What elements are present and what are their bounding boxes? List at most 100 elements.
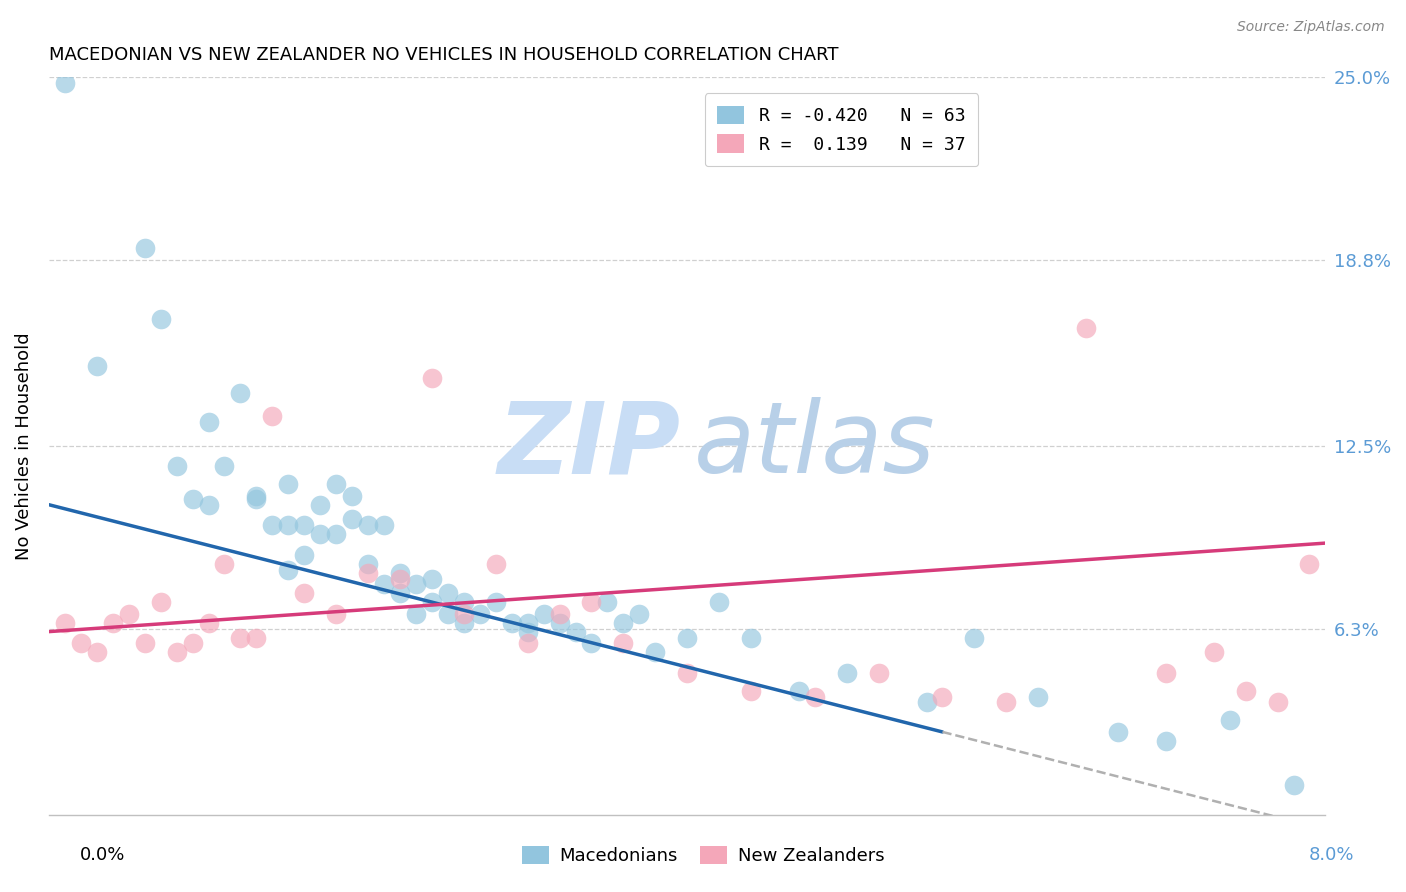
Point bbox=[292, 518, 315, 533]
Point bbox=[868, 665, 890, 680]
Point bbox=[229, 631, 252, 645]
Point bbox=[245, 491, 267, 506]
Point bbox=[1026, 690, 1049, 704]
Point bbox=[516, 624, 538, 639]
Point bbox=[740, 631, 762, 645]
Point bbox=[1202, 645, 1225, 659]
Point bbox=[405, 577, 427, 591]
Point bbox=[309, 527, 332, 541]
Point bbox=[516, 615, 538, 630]
Point bbox=[644, 645, 666, 659]
Point bbox=[581, 636, 603, 650]
Point bbox=[1074, 320, 1097, 334]
Point bbox=[340, 512, 363, 526]
Point bbox=[468, 607, 491, 621]
Point bbox=[915, 695, 938, 709]
Point bbox=[197, 498, 219, 512]
Point bbox=[548, 607, 571, 621]
Point bbox=[388, 572, 411, 586]
Point bbox=[1298, 557, 1320, 571]
Point bbox=[804, 690, 827, 704]
Point bbox=[1234, 683, 1257, 698]
Point bbox=[277, 477, 299, 491]
Point bbox=[214, 459, 236, 474]
Point bbox=[388, 566, 411, 580]
Point bbox=[325, 477, 347, 491]
Point bbox=[963, 631, 986, 645]
Point bbox=[166, 645, 188, 659]
Point bbox=[325, 607, 347, 621]
Text: 0.0%: 0.0% bbox=[80, 846, 125, 863]
Point bbox=[197, 415, 219, 429]
Point bbox=[485, 557, 508, 571]
Point bbox=[740, 683, 762, 698]
Point bbox=[516, 636, 538, 650]
Point bbox=[501, 615, 523, 630]
Point bbox=[1107, 725, 1129, 739]
Point bbox=[787, 683, 810, 698]
Text: Source: ZipAtlas.com: Source: ZipAtlas.com bbox=[1237, 20, 1385, 34]
Point bbox=[373, 518, 395, 533]
Point bbox=[437, 607, 460, 621]
Point bbox=[453, 595, 475, 609]
Point bbox=[357, 557, 380, 571]
Point bbox=[405, 607, 427, 621]
Point bbox=[612, 615, 634, 630]
Point bbox=[262, 409, 284, 424]
Point bbox=[995, 695, 1018, 709]
Point bbox=[101, 615, 124, 630]
Point bbox=[86, 645, 108, 659]
Point bbox=[245, 631, 267, 645]
Point bbox=[357, 566, 380, 580]
Point bbox=[533, 607, 555, 621]
Point bbox=[166, 459, 188, 474]
Point bbox=[388, 586, 411, 600]
Text: ZIP: ZIP bbox=[498, 397, 681, 494]
Point bbox=[277, 518, 299, 533]
Point bbox=[628, 607, 651, 621]
Point bbox=[1154, 733, 1177, 747]
Point bbox=[437, 586, 460, 600]
Legend: Macedonians, New Zealanders: Macedonians, New Zealanders bbox=[515, 838, 891, 872]
Point bbox=[149, 311, 172, 326]
Point bbox=[325, 527, 347, 541]
Point bbox=[485, 595, 508, 609]
Point bbox=[835, 665, 858, 680]
Point bbox=[1267, 695, 1289, 709]
Point bbox=[134, 241, 156, 255]
Point bbox=[596, 595, 619, 609]
Point bbox=[1154, 665, 1177, 680]
Point bbox=[229, 385, 252, 400]
Point bbox=[581, 595, 603, 609]
Text: atlas: atlas bbox=[693, 397, 935, 494]
Point bbox=[245, 489, 267, 503]
Point bbox=[309, 498, 332, 512]
Point bbox=[373, 577, 395, 591]
Point bbox=[134, 636, 156, 650]
Point bbox=[707, 595, 730, 609]
Point bbox=[564, 624, 586, 639]
Point bbox=[149, 595, 172, 609]
Point bbox=[262, 518, 284, 533]
Point bbox=[420, 572, 443, 586]
Point bbox=[197, 615, 219, 630]
Point bbox=[53, 615, 76, 630]
Point bbox=[420, 595, 443, 609]
Point bbox=[453, 615, 475, 630]
Text: MACEDONIAN VS NEW ZEALANDER NO VEHICLES IN HOUSEHOLD CORRELATION CHART: MACEDONIAN VS NEW ZEALANDER NO VEHICLES … bbox=[49, 46, 838, 64]
Point bbox=[70, 636, 93, 650]
Point bbox=[453, 607, 475, 621]
Point bbox=[340, 489, 363, 503]
Point bbox=[181, 491, 204, 506]
Legend: R = -0.420   N = 63, R =  0.139   N = 37: R = -0.420 N = 63, R = 0.139 N = 37 bbox=[704, 94, 979, 166]
Point bbox=[420, 371, 443, 385]
Point bbox=[118, 607, 141, 621]
Y-axis label: No Vehicles in Household: No Vehicles in Household bbox=[15, 332, 32, 559]
Point bbox=[548, 615, 571, 630]
Point bbox=[1282, 778, 1305, 792]
Point bbox=[292, 586, 315, 600]
Point bbox=[292, 548, 315, 562]
Point bbox=[53, 76, 76, 90]
Text: 8.0%: 8.0% bbox=[1309, 846, 1354, 863]
Point bbox=[612, 636, 634, 650]
